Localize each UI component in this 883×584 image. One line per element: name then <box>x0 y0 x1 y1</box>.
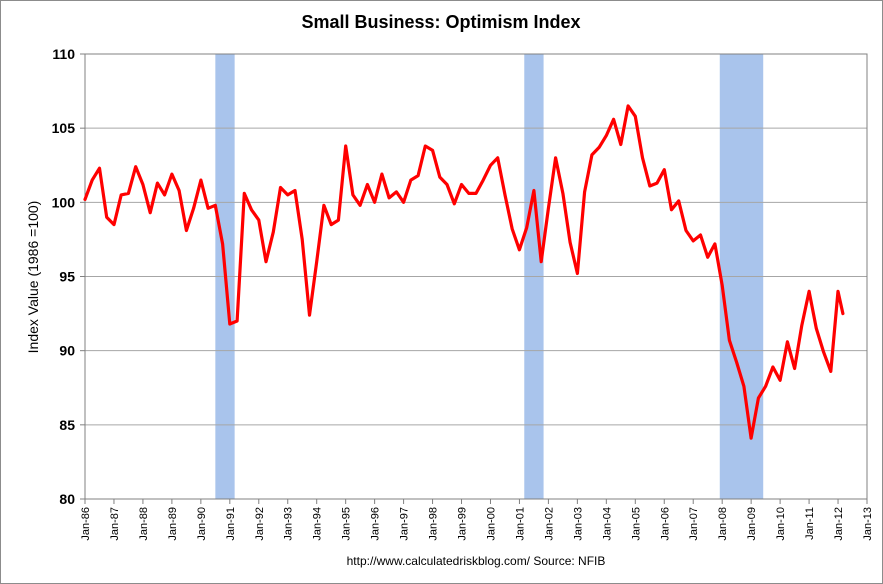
x-tick-label: Jan-99 <box>457 507 469 541</box>
source-note: http://www.calculatedriskblog.com/ Sourc… <box>347 554 606 568</box>
x-tick-label: Jan-87 <box>109 507 121 541</box>
x-tick-label: Jan-07 <box>688 507 700 541</box>
y-tick-label: 105 <box>52 120 76 136</box>
x-tick-label: Jan-98 <box>428 507 440 541</box>
x-tick-label: Jan-05 <box>630 507 642 541</box>
y-tick-label: 90 <box>59 343 75 359</box>
x-tick-label: Jan-06 <box>659 507 671 541</box>
x-tick-label: Jan-11 <box>804 507 816 540</box>
x-tick-label: Jan-96 <box>370 507 382 541</box>
x-tick-label: Jan-01 <box>514 507 526 541</box>
series-layer <box>83 104 845 440</box>
series-line-1 <box>83 104 845 440</box>
x-tick-label: Jan-86 <box>80 507 92 541</box>
y-tick-label: 80 <box>59 491 75 507</box>
y-tick-label: 100 <box>52 194 76 210</box>
x-tick-label: Jan-09 <box>746 507 758 541</box>
x-tick-label: Jan-88 <box>138 507 150 541</box>
y-axis: 80 85 90 95 100 105 110 <box>52 46 85 507</box>
x-tick-label: Jan-89 <box>167 507 179 541</box>
x-tick-label: Jan-08 <box>717 507 729 541</box>
y-axis-label: Index Value (1986 =100) <box>25 201 41 354</box>
y-tick-label: 85 <box>59 417 75 433</box>
x-tick-label: Jan-10 <box>775 507 787 541</box>
x-tick-label: Jan-04 <box>601 507 613 541</box>
x-tick-label: Jan-94 <box>312 507 324 541</box>
x-tick-label: Jan-03 <box>572 507 584 541</box>
x-tick-label: Jan-95 <box>341 507 353 541</box>
x-tick-label: Jan-92 <box>254 507 266 541</box>
x-axis: Jan-86 Jan-87 Jan-88 Jan-89 Jan-90 Jan-91 Jan-… <box>80 499 874 541</box>
chart-title: Small Business: Optimism Index <box>301 12 580 32</box>
x-tick-label: Jan-97 <box>399 507 411 541</box>
x-tick-label: Jan-00 <box>485 507 497 541</box>
x-tick-label: Jan-93 <box>283 507 295 541</box>
x-tick-label: Jan-91 <box>225 507 237 541</box>
x-tick-label: Jan-02 <box>543 507 555 541</box>
x-tick-label: Jan-12 <box>833 507 845 541</box>
y-tick-label: 95 <box>59 269 75 285</box>
x-tick-label: Jan-90 <box>196 507 208 541</box>
y-tick-label: 110 <box>52 46 75 62</box>
x-tick-label: Jan-13 <box>862 507 874 541</box>
